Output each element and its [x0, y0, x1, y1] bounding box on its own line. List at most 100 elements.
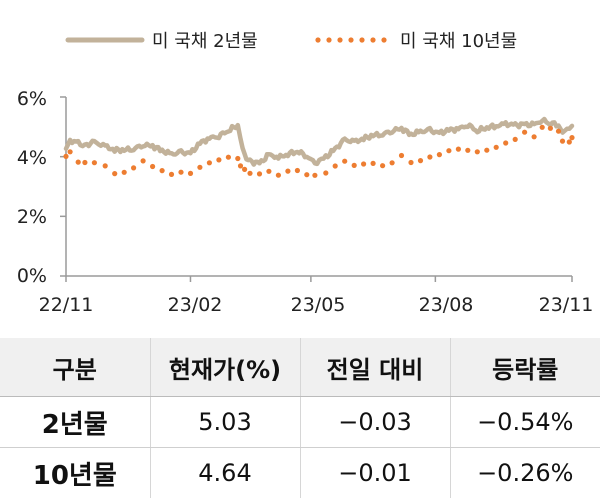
y-tick-label: 4% — [17, 147, 47, 169]
series-point-10y — [512, 136, 518, 142]
legend-dot — [337, 37, 343, 43]
yield-chart: 미 국채 2년물 미 국채 10년물 0% 2% 4% 6% 22/11 23/… — [17, 31, 594, 316]
series-point-10y — [75, 159, 81, 165]
series-point-10y — [242, 166, 248, 172]
series-point-10y — [455, 146, 461, 152]
series-point-10y — [304, 172, 310, 178]
series-point-10y — [187, 170, 194, 176]
y-tick-label: 6% — [17, 88, 47, 110]
series-point-10y — [112, 171, 118, 177]
series-point-10y — [465, 147, 471, 153]
series-point-10y — [342, 158, 348, 164]
series-point-10y — [503, 140, 509, 146]
legend-dot — [348, 37, 354, 43]
y-axis: 0% 2% 4% 6% — [17, 88, 47, 287]
series-point-10y — [332, 163, 338, 169]
series-point-10y — [178, 169, 184, 175]
series-point-10y — [150, 163, 156, 170]
cell-current-price: 4.64 — [149, 447, 300, 498]
table-header-row: 구분 현재가(%) 전일 대비 등락률 — [0, 338, 600, 397]
header-daily-change: 전일 대비 — [299, 338, 450, 397]
series-point-10y — [159, 168, 165, 174]
series-point-10y — [555, 128, 562, 134]
legend-swatch-10y — [315, 37, 387, 43]
series-point-10y — [398, 152, 405, 159]
series-point-10y — [131, 165, 137, 171]
series-2y — [63, 116, 575, 167]
series-point-10y — [539, 124, 545, 130]
x-tick-label: 23/11 — [539, 294, 594, 316]
series-point-10y — [547, 125, 554, 131]
header-change-rate: 등락률 — [449, 338, 600, 397]
legend-dot — [381, 37, 387, 43]
series-point-10y — [323, 170, 329, 176]
series-point-10y — [427, 154, 433, 160]
legend-dot — [370, 37, 376, 43]
x-tick-label: 23/02 — [168, 294, 223, 316]
x-tick-label: 22/11 — [39, 294, 94, 316]
series-point-10y — [237, 163, 244, 169]
series-point-10y — [474, 149, 480, 155]
cell-daily-change: −0.01 — [299, 447, 450, 498]
series-point-10y — [294, 167, 300, 174]
series-point-10y — [63, 153, 69, 159]
series-line-2y — [63, 116, 575, 167]
x-tick-label: 23/08 — [419, 294, 474, 316]
series-point-10y — [197, 164, 203, 170]
series-point-10y — [312, 172, 318, 178]
series-point-10y — [559, 138, 566, 144]
series-point-10y — [67, 149, 73, 155]
series-point-10y — [121, 169, 127, 175]
header-current-price: 현재가(%) — [149, 338, 300, 397]
axes — [60, 96, 573, 282]
legend-label-10y: 미 국채 10년물 — [400, 31, 517, 52]
series-point-10y — [493, 144, 499, 150]
series-point-10y — [436, 152, 442, 158]
cell-change-rate: −0.54% — [449, 396, 600, 448]
table-row: 2년물 5.03 −0.03 −0.54% — [0, 396, 600, 448]
series-point-10y — [285, 168, 291, 174]
table-row: 10년물 4.64 −0.01 −0.26% — [0, 447, 600, 498]
row-label: 10년물 — [32, 460, 117, 491]
legend-label-2y: 미 국채 2년물 — [152, 31, 258, 52]
series-point-10y — [235, 155, 241, 162]
x-tick-label: 23/05 — [291, 294, 346, 316]
legend-dot — [315, 37, 321, 43]
cell-change-rate: −0.26% — [449, 447, 600, 498]
row-label: 2년물 — [0, 396, 150, 448]
y-tick-label: 2% — [17, 206, 47, 228]
series-point-10y — [389, 160, 395, 166]
series-10y — [63, 124, 575, 178]
series-point-10y — [275, 172, 281, 178]
series-point-10y — [380, 163, 386, 169]
series-point-10y — [446, 148, 452, 154]
y-tick-label: 0% — [17, 265, 47, 287]
series-point-10y — [82, 159, 88, 166]
series-point-10y — [408, 159, 414, 166]
series-point-10y — [266, 168, 272, 174]
series-point-10y — [566, 139, 572, 145]
series-point-10y — [484, 147, 490, 153]
legend-dot — [326, 37, 332, 43]
series-point-10y — [531, 134, 537, 140]
series-point-10y — [168, 171, 175, 177]
quote-table: 구분 현재가(%) 전일 대비 등락률 2년물 5.03 −0.03 −0.54… — [0, 338, 600, 498]
series-point-10y — [216, 157, 222, 163]
series-point-10y — [140, 158, 146, 164]
cell-daily-change: −0.03 — [299, 396, 450, 448]
series-point-10y — [206, 160, 212, 166]
legend: 미 국채 2년물 미 국채 10년물 — [65, 31, 517, 52]
series-point-10y — [417, 158, 424, 164]
series-point-10y — [247, 170, 253, 176]
series-point-10y — [351, 162, 357, 168]
series-point-10y — [102, 163, 108, 169]
series-point-10y — [361, 161, 367, 167]
legend-dot — [359, 37, 365, 43]
cell-current-price: 5.03 — [149, 396, 300, 448]
x-axis: 22/11 23/02 23/05 23/08 23/11 — [39, 294, 594, 316]
series-point-10y — [569, 135, 575, 141]
series-point-10y — [370, 160, 376, 166]
header-category: 구분 — [0, 338, 150, 397]
series-point-10y — [91, 160, 97, 166]
series-point-10y — [522, 129, 528, 135]
